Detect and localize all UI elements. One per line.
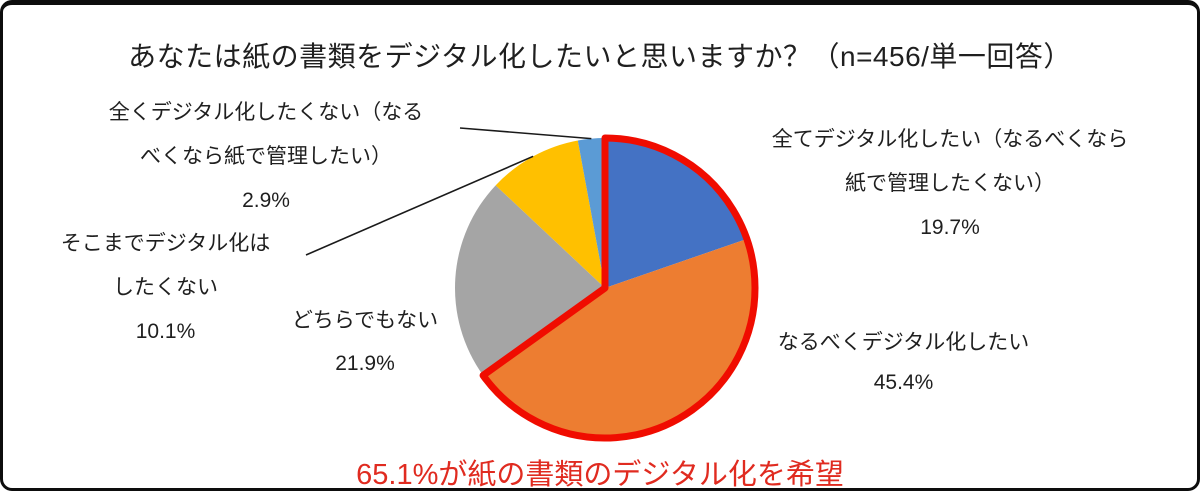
callout-digitize-all: 全てデジタル化したい（なるべくなら 紙で管理したくない） 19.7% bbox=[750, 118, 1150, 250]
chart-title: あなたは紙の書類をデジタル化したいと思いますか？（n=456/単一回答） bbox=[128, 41, 1072, 72]
callout-label-line: したくない bbox=[113, 276, 218, 299]
pie-slice bbox=[483, 238, 755, 438]
pie-slice bbox=[577, 138, 605, 288]
callout-label-line: なるべくデジタル化したい bbox=[777, 331, 1030, 354]
callout-percent: 2.9% bbox=[242, 189, 290, 212]
pie-slice bbox=[605, 138, 747, 288]
callout-percent: 21.9% bbox=[335, 352, 395, 375]
callout-no-digitize-at-all: 全くデジタル化したくない（なる べくなら紙で管理したい） 2.9% bbox=[76, 91, 456, 223]
callout-percent: 10.1% bbox=[135, 320, 196, 343]
callout-not-that-much: そこまでデジタル化は したくない 10.1% bbox=[43, 222, 288, 354]
pie-slice bbox=[495, 140, 605, 288]
callout-label-line: どちらでもない bbox=[291, 309, 439, 332]
leader-line-no-digitize-at-all bbox=[459, 127, 592, 140]
callout-label-line: そこまでデジタル化は bbox=[60, 232, 271, 255]
pie-chart bbox=[305, 127, 759, 442]
leader-line-not-that-much bbox=[305, 155, 534, 256]
callout-neither: どちらでもない 21.9% bbox=[265, 299, 465, 385]
callout-percent: 45.4% bbox=[873, 371, 934, 394]
callout-label-line: 全てデジタル化したい（なるべくなら bbox=[771, 128, 1129, 151]
callout-digitize-if-possible: なるべくデジタル化したい 45.4% bbox=[741, 323, 1066, 403]
highlight-caption: 65.1%が紙の書類のデジタル化を希望 bbox=[356, 459, 844, 491]
callout-label-line: 全くデジタル化したくない（なる bbox=[108, 101, 424, 124]
callout-label-line: べくなら紙で管理したい） bbox=[140, 145, 392, 168]
callout-percent: 19.7% bbox=[920, 216, 980, 239]
pie-slice bbox=[454, 185, 605, 376]
callout-label-line: 紙で管理したくない） bbox=[845, 172, 1055, 195]
highlight-outline bbox=[479, 134, 759, 442]
